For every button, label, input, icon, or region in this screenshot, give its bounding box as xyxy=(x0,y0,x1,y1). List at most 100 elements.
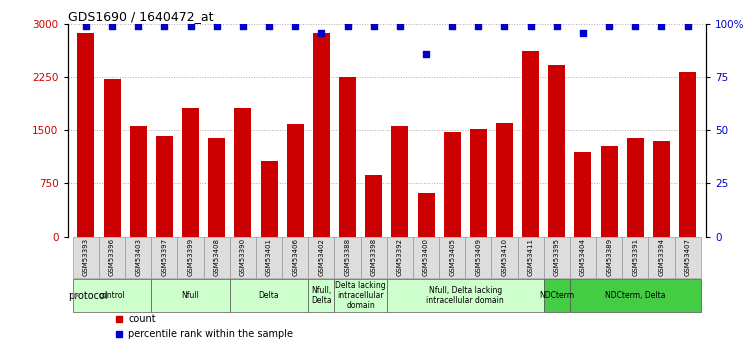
Text: percentile rank within the sample: percentile rank within the sample xyxy=(128,329,293,339)
Text: GSM53394: GSM53394 xyxy=(659,238,665,276)
Text: GSM53405: GSM53405 xyxy=(449,238,455,276)
Point xyxy=(629,23,641,29)
Text: NDCterm, Delta: NDCterm, Delta xyxy=(605,291,665,300)
Bar xyxy=(653,141,670,237)
Bar xyxy=(548,65,566,237)
Text: GSM53397: GSM53397 xyxy=(161,238,167,276)
FancyBboxPatch shape xyxy=(570,279,701,312)
Text: GSM53389: GSM53389 xyxy=(606,238,612,276)
Text: Nfull,
Delta: Nfull, Delta xyxy=(311,286,332,305)
FancyBboxPatch shape xyxy=(648,237,674,278)
Bar xyxy=(575,151,592,237)
Point xyxy=(550,23,562,29)
Text: GSM53392: GSM53392 xyxy=(397,238,403,276)
Text: NDCterm: NDCterm xyxy=(539,291,575,300)
FancyBboxPatch shape xyxy=(596,237,623,278)
Text: GSM53402: GSM53402 xyxy=(318,238,324,276)
FancyBboxPatch shape xyxy=(466,237,491,278)
Text: GSM53388: GSM53388 xyxy=(345,238,351,276)
Text: GSM53401: GSM53401 xyxy=(266,238,272,276)
Bar xyxy=(679,72,696,237)
FancyBboxPatch shape xyxy=(334,237,360,278)
FancyBboxPatch shape xyxy=(308,279,334,312)
Point xyxy=(420,51,432,57)
Bar xyxy=(601,146,617,237)
Text: control: control xyxy=(98,291,125,300)
Point xyxy=(158,23,170,29)
Text: protocol: protocol xyxy=(68,290,107,300)
Text: GSM53393: GSM53393 xyxy=(83,238,89,276)
FancyBboxPatch shape xyxy=(256,237,282,278)
Point xyxy=(472,23,484,29)
Bar xyxy=(287,124,303,237)
FancyBboxPatch shape xyxy=(387,237,413,278)
FancyBboxPatch shape xyxy=(177,237,204,278)
Point xyxy=(315,30,327,36)
Text: GSM53403: GSM53403 xyxy=(135,238,141,276)
FancyBboxPatch shape xyxy=(623,237,648,278)
Point xyxy=(446,23,458,29)
Point xyxy=(499,23,511,29)
Text: GSM53398: GSM53398 xyxy=(371,238,377,276)
Text: Nfull, Delta lacking
intracellular domain: Nfull, Delta lacking intracellular domai… xyxy=(427,286,504,305)
Text: GSM53404: GSM53404 xyxy=(580,238,586,276)
Point xyxy=(342,23,354,29)
Point xyxy=(132,23,144,29)
Point xyxy=(289,23,301,29)
Text: GSM53390: GSM53390 xyxy=(240,238,246,276)
FancyBboxPatch shape xyxy=(570,237,596,278)
Bar xyxy=(365,175,382,237)
Text: GSM53410: GSM53410 xyxy=(502,238,508,276)
Text: Nfull: Nfull xyxy=(182,291,200,300)
Text: GSM53400: GSM53400 xyxy=(423,238,429,276)
FancyBboxPatch shape xyxy=(413,237,439,278)
Text: count: count xyxy=(128,314,156,324)
FancyBboxPatch shape xyxy=(674,237,701,278)
Text: Delta: Delta xyxy=(259,291,279,300)
Text: GSM53391: GSM53391 xyxy=(632,238,638,276)
Point xyxy=(263,23,275,29)
Bar xyxy=(496,123,513,237)
Point xyxy=(603,23,615,29)
Point xyxy=(211,23,223,29)
Bar xyxy=(627,138,644,237)
Text: GSM53407: GSM53407 xyxy=(685,238,691,276)
Point xyxy=(394,23,406,29)
FancyBboxPatch shape xyxy=(282,237,308,278)
FancyBboxPatch shape xyxy=(544,279,570,312)
Text: GDS1690 / 1640472_at: GDS1690 / 1640472_at xyxy=(68,10,213,23)
FancyBboxPatch shape xyxy=(151,237,177,278)
Bar xyxy=(77,33,95,237)
Point xyxy=(185,23,197,29)
FancyBboxPatch shape xyxy=(308,237,334,278)
FancyBboxPatch shape xyxy=(517,237,544,278)
Text: GSM53411: GSM53411 xyxy=(528,238,534,276)
FancyBboxPatch shape xyxy=(99,237,125,278)
Text: GSM53395: GSM53395 xyxy=(553,238,559,276)
Point xyxy=(368,23,380,29)
Bar xyxy=(261,161,278,237)
FancyBboxPatch shape xyxy=(544,237,570,278)
Point xyxy=(80,23,92,29)
Text: GSM53406: GSM53406 xyxy=(292,238,298,276)
FancyBboxPatch shape xyxy=(73,279,151,312)
FancyBboxPatch shape xyxy=(360,237,387,278)
Point xyxy=(237,23,249,29)
Point xyxy=(577,30,589,36)
Point xyxy=(682,23,694,29)
Bar xyxy=(156,136,173,237)
FancyBboxPatch shape xyxy=(334,279,387,312)
FancyBboxPatch shape xyxy=(387,279,544,312)
Point xyxy=(106,23,118,29)
Bar xyxy=(522,51,539,237)
Bar xyxy=(208,138,225,237)
Bar xyxy=(391,126,409,237)
Bar xyxy=(130,126,146,237)
Bar xyxy=(104,79,121,237)
Bar xyxy=(444,132,460,237)
FancyBboxPatch shape xyxy=(491,237,517,278)
Bar xyxy=(182,108,199,237)
Bar xyxy=(470,129,487,237)
Text: GSM53399: GSM53399 xyxy=(188,238,194,276)
Text: GSM53408: GSM53408 xyxy=(214,238,220,276)
